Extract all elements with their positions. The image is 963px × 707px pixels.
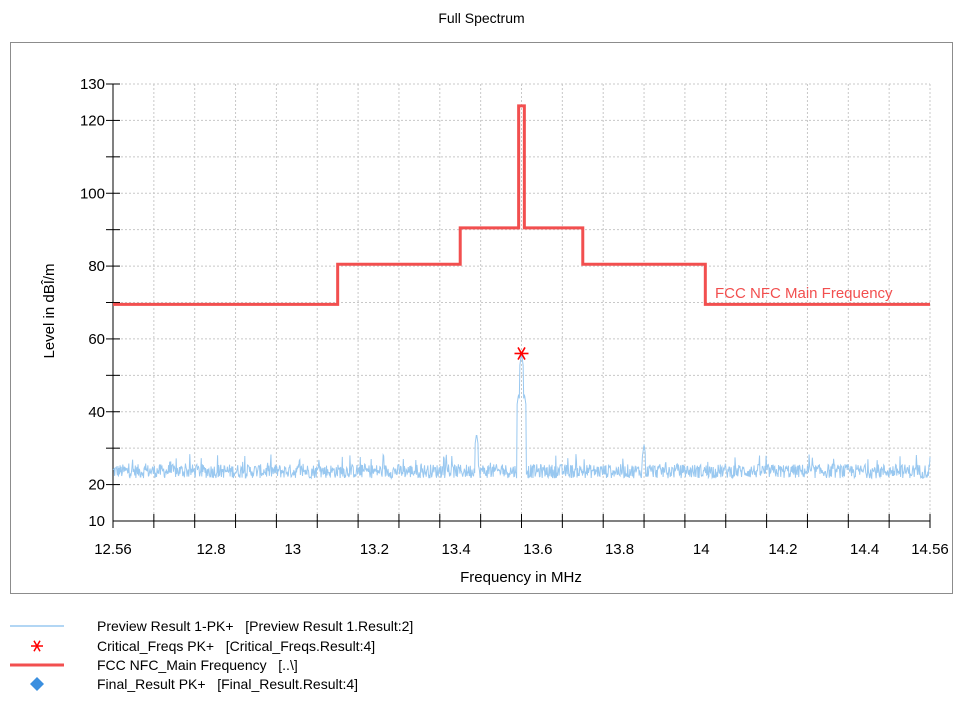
- x-axis-label: Frequency in MHz: [460, 569, 582, 586]
- x-tick-label: 14.4: [850, 541, 879, 558]
- diamond-icon: [30, 677, 44, 691]
- legend-symbol-line-thin: [10, 625, 64, 627]
- x-tick-label: 13: [284, 541, 301, 558]
- y-tick-label: 10: [88, 513, 105, 530]
- y-tick-label: 130: [80, 76, 105, 93]
- series-layer: FCC NFC Main Frequency: [112, 104, 931, 481]
- legend-label: Critical_Freqs PK+ [Critical_Freqs.Resul…: [97, 638, 376, 654]
- legend-item: Final_Result PK+ [Final_Result.Result:4]: [0, 675, 963, 693]
- critical-freq-marker: [514, 347, 529, 360]
- x-tick-label: 14: [693, 541, 710, 558]
- y-tick-label: 120: [80, 112, 105, 129]
- grid-lines: [112, 83, 931, 521]
- fcc-limit-line: [113, 104, 930, 306]
- legend-label: FCC NFC_Main Frequency [..\]: [97, 657, 298, 673]
- x-tick-label: 12.56: [94, 541, 132, 558]
- legend-symbol-diamond: [30, 677, 44, 691]
- legend-label: Preview Result 1-PK+ [Preview Result 1.R…: [97, 618, 414, 634]
- legend-item: Preview Result 1-PK+ [Preview Result 1.R…: [0, 617, 963, 635]
- legend-label: Final_Result PK+ [Final_Result.Result:4]: [97, 676, 359, 692]
- y-tick-label: 60: [88, 331, 105, 348]
- x-tick-label: 13.6: [523, 541, 552, 558]
- y-tick-label: 80: [88, 258, 105, 275]
- axes: 12.56 12.8 13 13.2 13.4 13.6 13.8 14 14.2 14.4 14.…: [80, 76, 949, 558]
- x-tick-label: 14.56: [911, 541, 949, 558]
- y-tick-label: 100: [80, 185, 105, 202]
- x-tick-label: 13.4: [442, 541, 471, 558]
- x-tick-label: 13.2: [360, 541, 389, 558]
- y-tick-label: 40: [88, 404, 105, 421]
- y-tick-label: 20: [88, 477, 105, 494]
- asterisk-stroke: [517, 347, 526, 360]
- legend-item: FCC NFC_Main Frequency [..\]: [0, 656, 963, 674]
- fcc-limit-label: FCC NFC Main Frequency: [715, 285, 893, 302]
- chart-title: Full Spectrum: [438, 10, 525, 26]
- y-axis-label: Level in dBÎ/m: [41, 263, 58, 358]
- x-tick-label: 12.8: [196, 541, 225, 558]
- x-tick-label: 14.2: [768, 541, 797, 558]
- legend-item: Critical_Freqs PK+ [Critical_Freqs.Resul…: [0, 637, 963, 655]
- x-tick-label: 13.8: [605, 541, 634, 558]
- legend-symbol-line-thick: [10, 663, 64, 667]
- legend-symbol-asterisk: [31, 640, 43, 652]
- asterisk-stroke: [33, 640, 41, 652]
- chart-frame: [10, 42, 953, 594]
